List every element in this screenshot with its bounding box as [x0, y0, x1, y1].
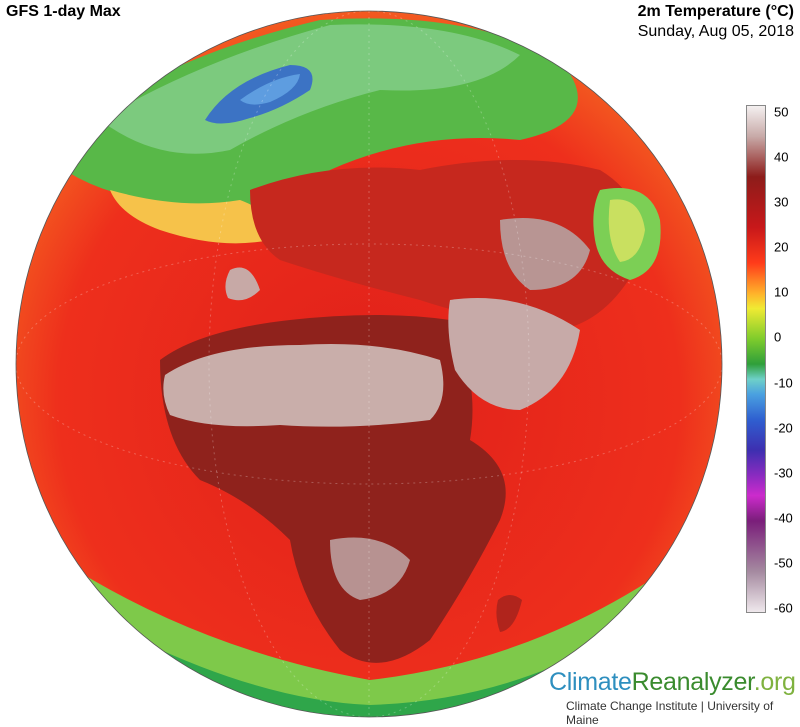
- temperature-colorbar: [746, 105, 766, 613]
- date-label: Sunday, Aug 05, 2018: [637, 23, 794, 40]
- colorbar-tick-label: -60: [774, 600, 793, 616]
- colorbar-tick-label: -20: [774, 420, 793, 436]
- institute-credit: Climate Change Institute | University of…: [566, 699, 774, 727]
- sahara-extreme-region: [163, 344, 444, 427]
- colorbar-tick-label: -30: [774, 465, 793, 481]
- colorbar-tick-label: -10: [774, 375, 793, 391]
- colorbar-tick-label: -40: [774, 510, 793, 526]
- colorbar-tick-label: 20: [774, 239, 789, 255]
- variable-title: 2m Temperature (°C): [637, 3, 794, 20]
- colorbar-tick-label: 50: [774, 104, 789, 120]
- climate-reanalyzer-logo: ClimateReanalyzer.org: [549, 668, 796, 696]
- colorbar-tick-label: -50: [774, 555, 793, 571]
- arabia-extreme-region: [448, 298, 580, 410]
- map-title: GFS 1-day Max: [6, 3, 121, 20]
- colorbar-tick-label: 10: [774, 284, 789, 300]
- colorbar-tick-label: 30: [774, 194, 789, 210]
- variable-header: 2m Temperature (°C) Sunday, Aug 05, 2018: [638, 3, 794, 41]
- colorbar-tick-label: 0: [774, 329, 782, 345]
- colorbar-tick-label: 40: [774, 149, 789, 165]
